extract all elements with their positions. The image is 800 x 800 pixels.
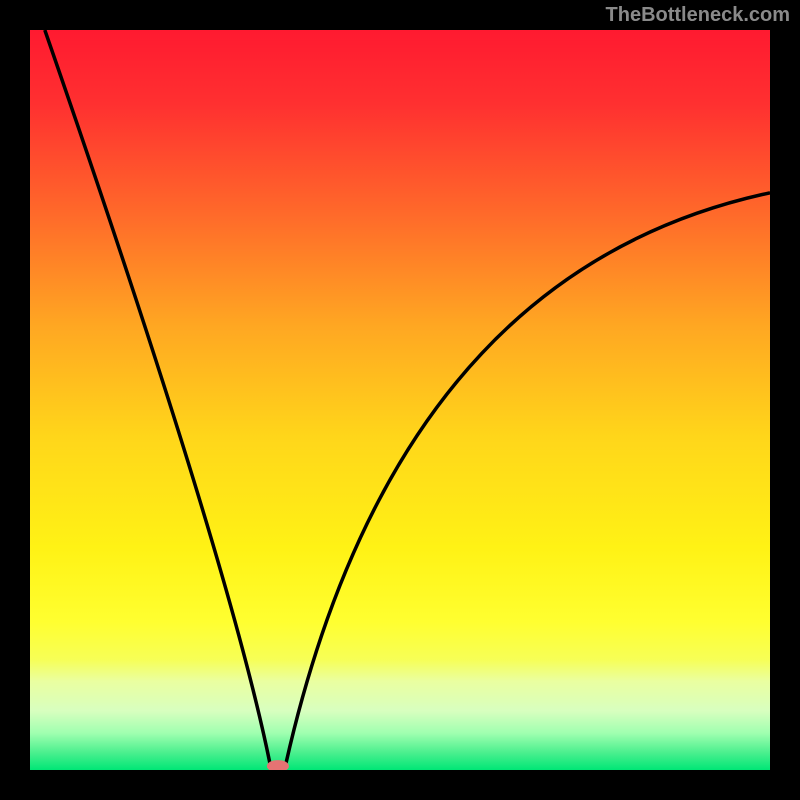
plot-area (30, 30, 770, 770)
watermark-text: TheBottleneck.com (606, 4, 790, 27)
curve-left-branch (45, 30, 271, 766)
bottleneck-curve (30, 30, 770, 770)
optimal-point-marker (267, 760, 289, 770)
curve-right-branch (285, 193, 770, 767)
